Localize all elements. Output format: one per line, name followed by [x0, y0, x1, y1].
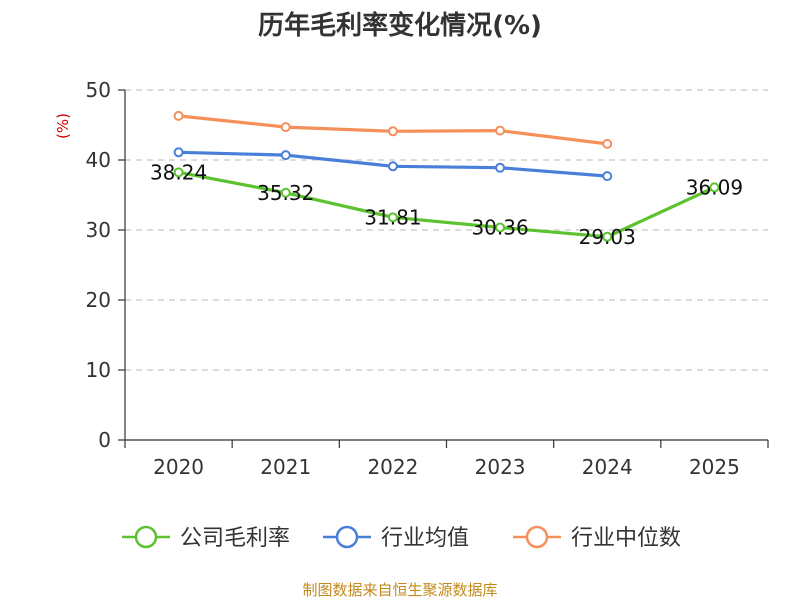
- data-point-2: [495, 125, 506, 136]
- legend-marker-1: [335, 525, 359, 549]
- y-tick-label: 50: [86, 78, 111, 102]
- y-tick-label: 20: [86, 288, 111, 312]
- data-point-2: [173, 110, 184, 121]
- chart-title: 历年毛利率变化情况(%): [258, 10, 542, 41]
- data-point-0: [602, 231, 613, 242]
- data-label: 30.36: [471, 215, 528, 239]
- legend-label-0: 公司毛利率: [180, 526, 290, 551]
- data-label: 29.03: [579, 225, 636, 249]
- data-point-1: [495, 162, 506, 173]
- x-tick-label: 2023: [475, 455, 526, 479]
- legend: 公司毛利率 行业均值 行业中位数: [122, 525, 681, 551]
- data-point-0: [387, 212, 398, 223]
- data-labels: 38.24 35.32 31.81 30.36 29.03 36.09: [150, 160, 743, 248]
- data-point-1: [173, 147, 184, 158]
- legend-marker-0: [134, 525, 158, 549]
- data-point-1: [280, 150, 291, 161]
- axes: 0 10 20 30 40 50 2020 2021 2022 2023 2024 2025: [86, 78, 769, 479]
- data-point-2: [387, 126, 398, 137]
- y-axis-unit: (%): [54, 113, 72, 139]
- y-tick-label: 10: [86, 358, 111, 382]
- legend-label-2: 行业中位数: [571, 526, 681, 551]
- y-tick-label: 40: [86, 148, 111, 172]
- series-line-0: [177, 170, 717, 239]
- data-point-0: [280, 187, 291, 198]
- data-point-1: [602, 171, 613, 182]
- data-label: 31.81: [364, 205, 421, 229]
- legend-label-1: 行业均值: [381, 526, 469, 551]
- y-tick-label: 30: [86, 218, 111, 242]
- x-tick-label: 2022: [367, 455, 418, 479]
- data-label: 35.32: [257, 181, 314, 205]
- legend-marker-2: [525, 525, 549, 549]
- data-point-2: [602, 138, 613, 149]
- data-point-2: [280, 122, 291, 133]
- x-tick-label: 2025: [689, 455, 740, 479]
- data-label: 36.09: [686, 175, 743, 199]
- data-point-0: [173, 167, 184, 178]
- data-point-1: [387, 161, 398, 172]
- data-source-note: 制图数据来自恒生聚源数据库: [302, 581, 497, 599]
- x-tick-label: 2021: [260, 455, 311, 479]
- x-tick-label: 2024: [582, 455, 633, 479]
- data-point-0: [495, 222, 506, 233]
- y-tick-label: 0: [98, 428, 111, 452]
- series-lines: [173, 110, 720, 242]
- grid-lines: [125, 89, 768, 371]
- data-point-0: [709, 182, 720, 193]
- data-label: 38.24: [150, 160, 207, 184]
- x-tick-label: 2020: [153, 455, 204, 479]
